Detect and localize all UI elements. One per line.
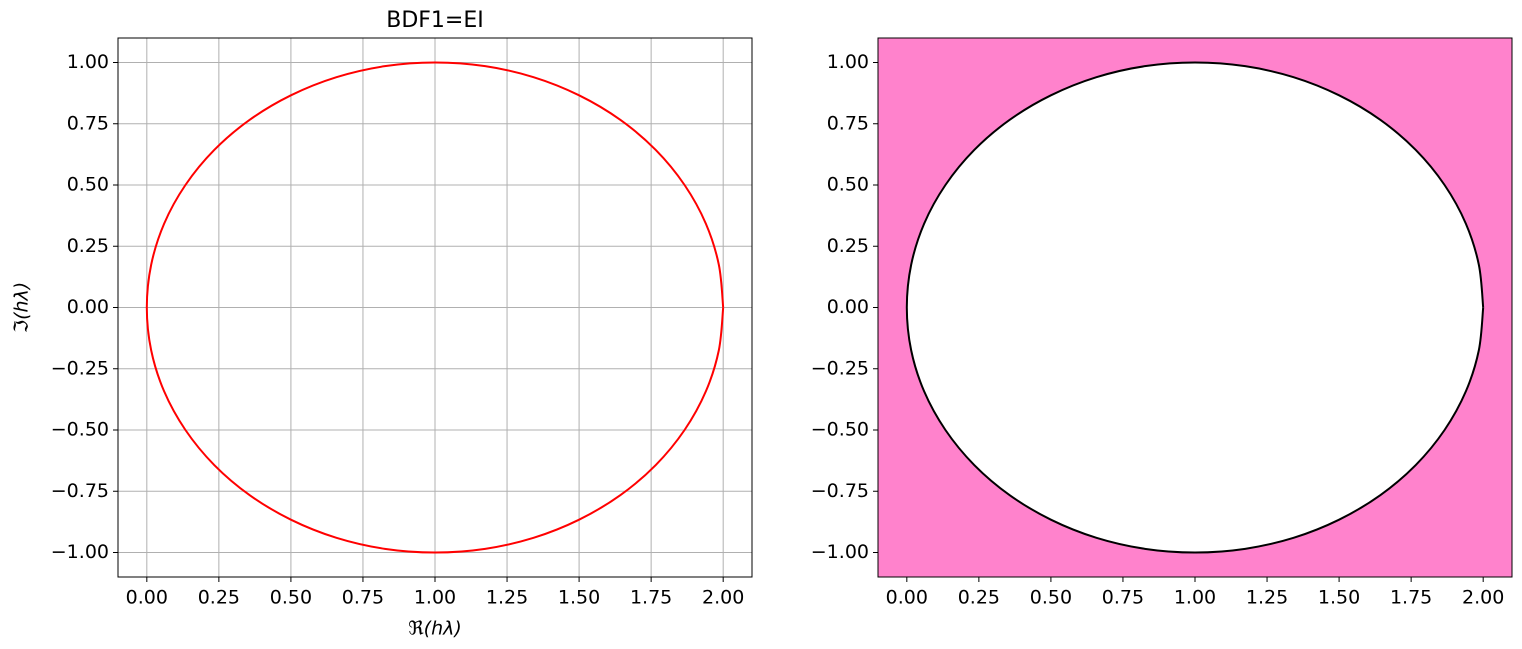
- x-tick-label: 1.00: [1174, 587, 1216, 609]
- y-tick-label: −0.25: [811, 357, 869, 379]
- x-tick-label: 2.00: [702, 587, 744, 609]
- y-tick-label: 0.50: [827, 174, 869, 196]
- x-tick-label: 0.75: [342, 587, 384, 609]
- boundary-line: [905, 61, 1485, 554]
- x-tick-label: 1.75: [1390, 587, 1432, 609]
- y-tick-label: 0.00: [67, 296, 109, 318]
- x-tick-label: 1.75: [630, 587, 672, 609]
- y-tick-label: 0.50: [67, 174, 109, 196]
- x-tick-label: 1.50: [558, 587, 600, 609]
- y-tick-label: 0.25: [67, 235, 109, 257]
- y-tick-label: 0.00: [827, 296, 869, 318]
- line: [145, 61, 725, 554]
- y-tick-label: −0.25: [51, 357, 109, 379]
- y-axis-label: ℑ(hλ): [11, 282, 33, 333]
- y-tick-label: 0.25: [827, 235, 869, 257]
- y-tick-label: −1.00: [811, 541, 869, 563]
- x-tick-label: 1.25: [486, 587, 528, 609]
- x-axis-label: ℜ(hλ): [408, 618, 462, 640]
- y-tick-label: −0.75: [811, 480, 869, 502]
- y-tick-label: −0.50: [811, 419, 869, 441]
- x-tick-label: 2.00: [1462, 587, 1504, 609]
- x-tick-label: 1.00: [414, 587, 456, 609]
- y-tick-label: 1.00: [67, 51, 109, 73]
- x-tick-label: 1.25: [1246, 587, 1288, 609]
- outside-region: [878, 38, 1512, 577]
- x-tick-label: 1.50: [1318, 587, 1360, 609]
- y-tick-label: −0.75: [51, 480, 109, 502]
- chart-title: BDF1=EI: [386, 8, 484, 33]
- x-tick-label: 0.25: [958, 587, 1000, 609]
- x-tick-label: 0.00: [886, 587, 928, 609]
- x-tick-label: 0.75: [1102, 587, 1144, 609]
- x-tick-label: 0.25: [198, 587, 240, 609]
- x-tick-label: 0.50: [270, 587, 312, 609]
- y-tick-label: 0.75: [67, 112, 109, 134]
- y-tick-label: −1.00: [51, 541, 109, 563]
- axes-frame: [117, 37, 753, 578]
- y-tick-label: 0.75: [827, 112, 869, 134]
- y-tick-label: −0.50: [51, 419, 109, 441]
- axes-frame: [877, 37, 1513, 578]
- y-tick-label: 1.00: [827, 51, 869, 73]
- x-tick-label: 0.50: [1030, 587, 1072, 609]
- x-tick-label: 0.00: [126, 587, 168, 609]
